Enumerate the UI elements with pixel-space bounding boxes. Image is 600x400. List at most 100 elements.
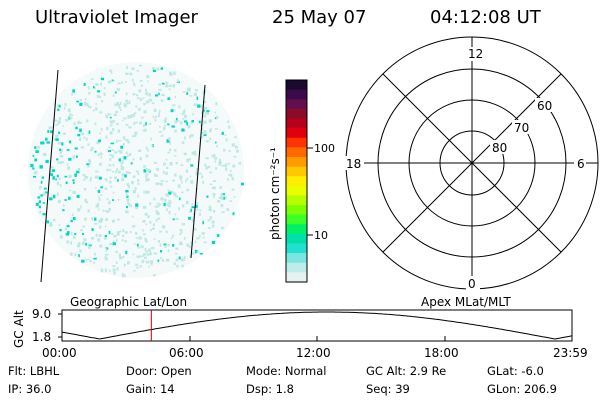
time-label: 04:12:08 UT — [430, 7, 541, 28]
speckle — [128, 203, 131, 206]
speckle — [105, 135, 108, 139]
speckle — [177, 79, 179, 83]
speckle — [134, 131, 138, 135]
speckle — [105, 114, 108, 118]
speckle — [55, 123, 59, 126]
speckle — [69, 140, 72, 144]
speckle — [165, 193, 168, 196]
speckle — [111, 232, 114, 236]
speckle — [72, 89, 76, 93]
colorbar-segment — [286, 262, 307, 273]
speckle — [151, 227, 155, 230]
speckle — [97, 208, 100, 211]
speckle — [150, 262, 153, 266]
speckle — [68, 157, 72, 161]
speckle — [166, 139, 170, 143]
speckle — [76, 194, 80, 198]
speckle — [77, 242, 81, 246]
speckle — [196, 208, 199, 211]
label-80-bg — [490, 140, 510, 154]
speckle — [181, 264, 184, 268]
speckle — [135, 170, 139, 173]
speckle — [168, 191, 172, 195]
speckle — [194, 153, 197, 156]
speckle — [127, 201, 129, 205]
speckle — [200, 136, 204, 138]
speckle — [167, 202, 172, 205]
speckle — [240, 182, 244, 186]
speckle — [115, 170, 117, 174]
speckle — [117, 179, 119, 182]
speckle — [138, 89, 142, 93]
speckle — [211, 186, 214, 190]
speckle — [112, 94, 115, 97]
speckle — [164, 198, 167, 202]
speckle — [103, 87, 106, 90]
speckle — [165, 158, 168, 161]
speckle — [34, 158, 37, 162]
speckle — [105, 248, 108, 252]
speckle — [229, 200, 232, 202]
speckle — [100, 82, 102, 86]
speckle — [98, 176, 102, 180]
speckle — [174, 149, 177, 152]
speckle — [179, 233, 182, 236]
speckle — [68, 174, 72, 178]
speckle — [104, 257, 108, 261]
speckle — [39, 186, 42, 190]
timeline: GC Alt — [12, 309, 573, 348]
colorbar-unit: photon cm⁻²s⁻¹ — [268, 147, 282, 240]
speckle — [59, 151, 62, 154]
speckle — [175, 161, 178, 165]
speckle — [158, 92, 160, 96]
speckle — [129, 72, 133, 76]
info-filter: Flt: LBHL — [8, 364, 60, 378]
speckle — [145, 175, 148, 179]
speckle — [109, 242, 113, 246]
speckle — [95, 82, 97, 86]
speckle — [206, 195, 209, 198]
speckle — [140, 245, 144, 249]
speckle — [193, 103, 198, 106]
speckle — [203, 241, 207, 244]
speckle — [137, 179, 140, 183]
speckle — [111, 79, 114, 81]
speckle — [135, 203, 139, 207]
speckle — [97, 238, 100, 242]
speckle — [123, 117, 127, 120]
speckle — [213, 196, 215, 199]
speckle — [73, 217, 76, 220]
speckle — [36, 145, 40, 149]
speckle — [66, 149, 70, 151]
speckle — [83, 136, 86, 139]
speckle — [126, 182, 130, 186]
speckle — [104, 234, 107, 238]
speckle — [221, 164, 225, 167]
speckle — [123, 263, 126, 267]
speckle — [139, 121, 142, 125]
speckle — [35, 170, 38, 175]
speckle — [149, 123, 152, 125]
info-mode: Mode: Normal — [246, 364, 327, 378]
speckle — [132, 253, 135, 256]
speckle — [116, 122, 119, 126]
mlat-label-60: 60 — [537, 99, 552, 113]
speckle — [107, 150, 111, 153]
speckle — [171, 125, 175, 128]
speckle — [145, 92, 149, 96]
speckle — [168, 204, 171, 208]
speckle — [203, 114, 207, 118]
speckle — [135, 207, 138, 210]
mlat-label-80: 80 — [492, 141, 507, 155]
speckle — [145, 250, 148, 253]
xtick-label-18: 18:00 — [424, 346, 459, 360]
speckle — [79, 137, 82, 141]
speckle — [235, 145, 238, 149]
speckle — [76, 100, 80, 103]
speckle — [163, 119, 167, 123]
speckle — [181, 141, 185, 144]
colorbar-segment — [286, 176, 307, 187]
speckle — [167, 189, 170, 191]
speckle — [179, 228, 182, 231]
speckle — [207, 219, 211, 222]
